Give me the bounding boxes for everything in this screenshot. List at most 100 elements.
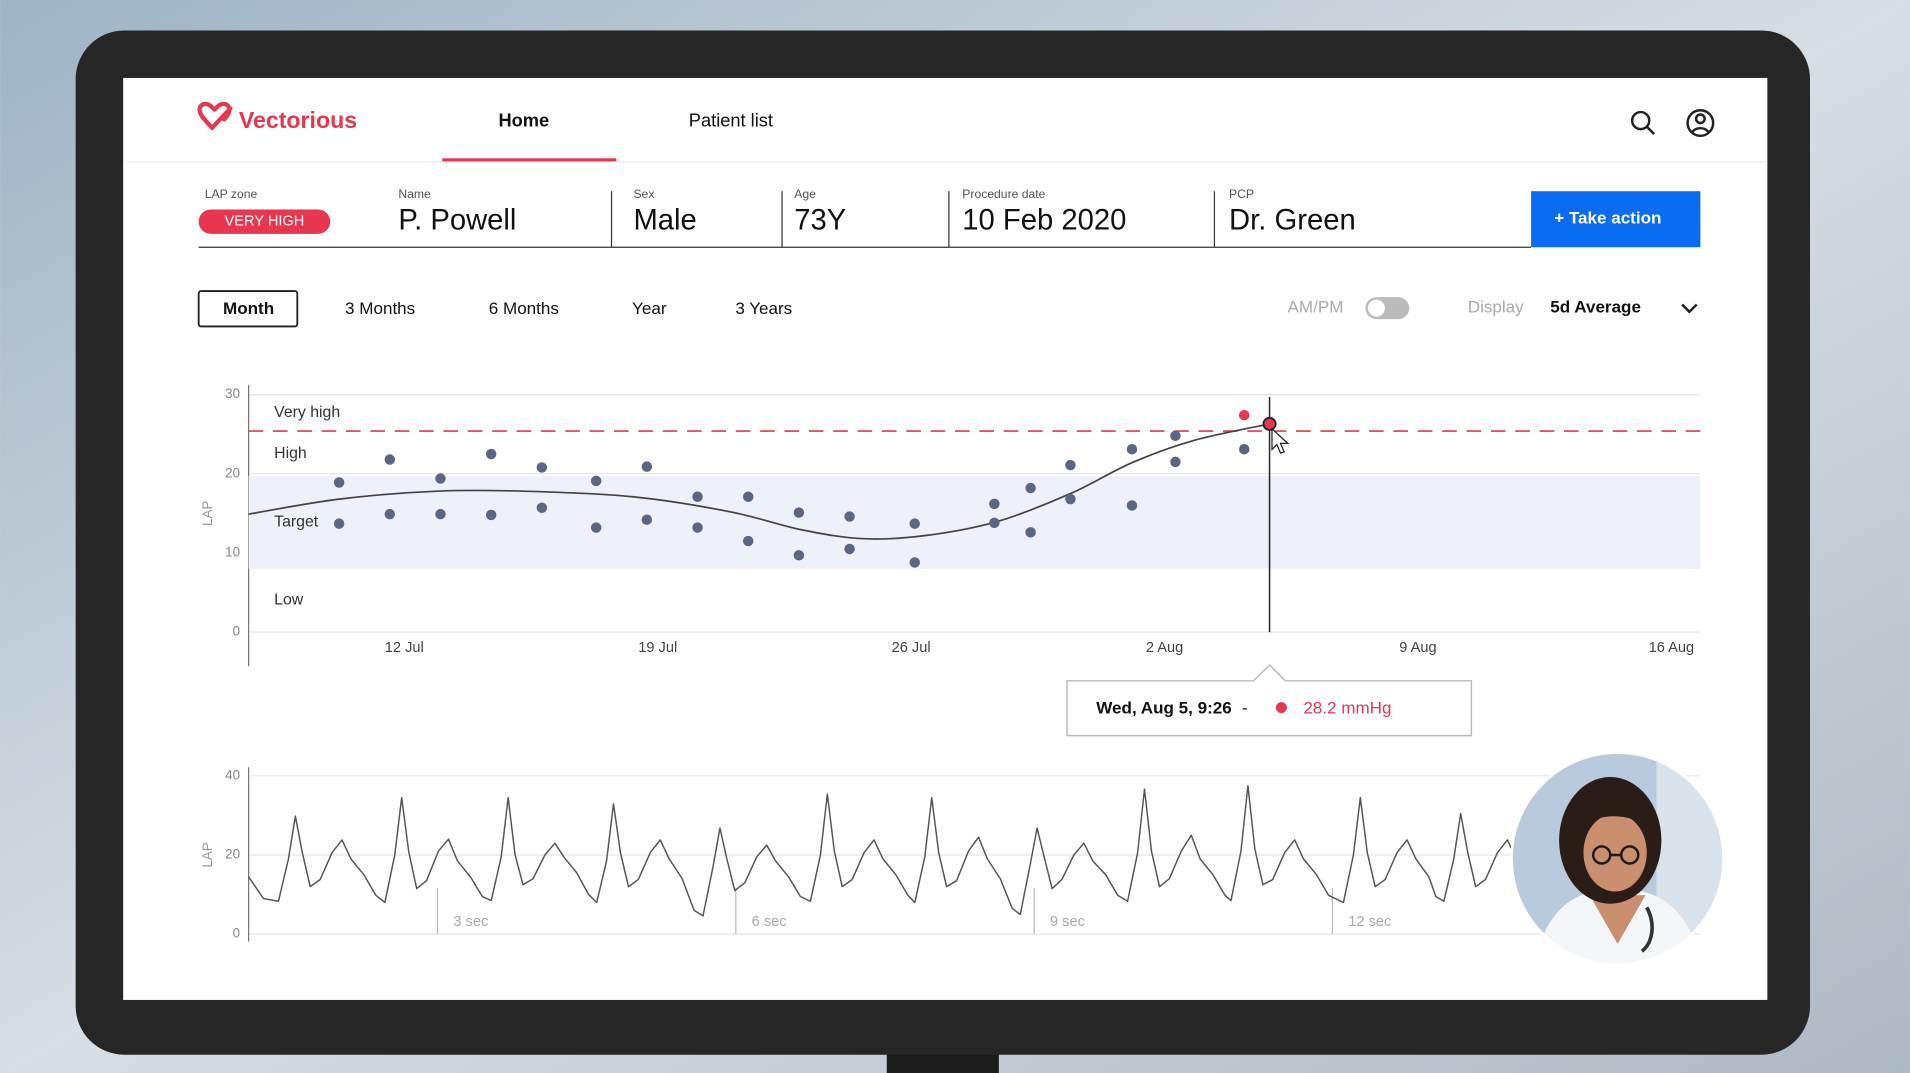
x-tick-label: 9 sec (1050, 914, 1085, 930)
reading-point (989, 498, 1000, 510)
reading-point (1025, 527, 1036, 538)
zone-badge (198, 209, 331, 234)
field-value: 73Y (794, 204, 846, 236)
tooltip-dot (1275, 702, 1287, 714)
reading-point (793, 507, 805, 518)
y-tick-label: 0 (233, 624, 240, 639)
x-tick-label: 9 Aug (1399, 640, 1436, 656)
y-tick-label: 20 (225, 847, 240, 862)
reading-point (1170, 456, 1181, 468)
field-label: Sex (633, 187, 654, 201)
reading-point (384, 508, 396, 520)
tooltip-reading: 28.2 mmHg (1303, 698, 1391, 717)
x-tick-label: 12 Jul (385, 640, 424, 656)
tooltip-separator: - (1242, 698, 1248, 717)
brand: Vectorious (239, 107, 357, 133)
reading-point (641, 514, 653, 525)
reading-point (909, 518, 920, 529)
field-value: P. Powell (398, 204, 516, 236)
reading-point (989, 517, 1000, 529)
y-axis-label: LAP (200, 501, 215, 526)
y-tick-label: 40 (225, 767, 240, 782)
tooltip-date: Wed, Aug 5, 9:26 (1096, 698, 1231, 717)
range-option[interactable]: Year (632, 299, 667, 318)
take-action-button[interactable] (1531, 191, 1701, 248)
zone-label: Very high (274, 404, 340, 421)
zone-badge-label: VERY HIGH (225, 214, 305, 230)
reading-point (844, 543, 855, 555)
display-label: Display (1468, 298, 1524, 317)
reading-point (435, 508, 446, 520)
field-label: LAP zone (205, 187, 258, 201)
y-tick-label: 30 (225, 386, 240, 401)
reading-point (590, 475, 602, 487)
reading-point (536, 462, 548, 473)
chart: 0 10 20 30 LAP Very high High Target Low 12 Jul 19… (200, 384, 1701, 737)
range-option[interactable]: 3 Months (345, 299, 415, 318)
display-dropdown[interactable] (1681, 303, 1698, 314)
display-value[interactable]: 5d Average (1550, 298, 1641, 317)
reading-point (333, 477, 345, 488)
y-axis-label: LAP (200, 842, 215, 867)
logo-mark (197, 101, 233, 131)
reading-point (1170, 430, 1181, 442)
reading-point (1238, 443, 1250, 455)
reading-point (742, 491, 754, 502)
chart: 0 20 40 LAP 3 sec 6 sec 9 sec 12 sec (200, 767, 1701, 942)
reading-point (742, 535, 754, 547)
reading-point (909, 557, 920, 568)
field-label: Procedure date (962, 187, 1045, 201)
reading-point (1025, 482, 1036, 494)
field-label: Name (398, 187, 431, 201)
x-tick-label: 2 Aug (1146, 640, 1183, 656)
zone-label: High (274, 445, 307, 462)
field-value: Male (633, 204, 696, 236)
reading-point (435, 473, 446, 484)
reading-point (384, 454, 396, 465)
y-tick-label: 20 (225, 465, 240, 480)
search-icon[interactable] (1630, 110, 1655, 135)
mouse-pointer (1271, 427, 1290, 454)
range-selected[interactable] (197, 290, 299, 328)
zone-label: Low (274, 592, 304, 609)
reading-point (844, 511, 855, 522)
reading-point (1065, 493, 1076, 505)
field-value: Dr. Green (1229, 204, 1356, 236)
reading-point (590, 522, 602, 533)
x-tick-label: 6 sec (752, 914, 787, 930)
pressure-waveform (247, 784, 1542, 917)
account-icon[interactable] (1686, 109, 1715, 138)
patient-info: LAP zone VERY HIGH Name P. Powell Sex Male Age… (198, 187, 1532, 248)
x-tick-label: 3 sec (453, 914, 488, 930)
take-action-label[interactable]: + Take action (1554, 209, 1661, 228)
range-option[interactable]: 6 Months (489, 299, 559, 318)
field-value: 10 Feb 2020 (962, 204, 1126, 236)
field-label: Age (794, 187, 816, 201)
tooltip-box (1066, 663, 1473, 737)
y-tick-label: 10 (225, 544, 240, 559)
range-option[interactable]: 3 Years (735, 299, 792, 318)
reading-point (1065, 459, 1076, 471)
flagged-point (1238, 409, 1250, 421)
ampm-toggle[interactable] (1365, 297, 1410, 320)
y-tick-label: 0 (233, 926, 240, 941)
reading-point (536, 502, 548, 514)
field-label: PCP (1229, 187, 1254, 201)
reading-point (692, 491, 703, 502)
zone-label: Target (274, 514, 319, 531)
range-option[interactable]: Month (223, 299, 274, 318)
ampm-label: AM/PM (1288, 298, 1344, 317)
reading-point (485, 448, 497, 460)
reading-point (692, 522, 703, 533)
logo[interactable]: Vectorious (197, 101, 358, 133)
reading-point (333, 518, 345, 529)
range-selector: Month 3 Months 6 Months Year 3 Years (197, 290, 792, 328)
reading-point (1126, 443, 1138, 455)
reading-point (793, 550, 805, 561)
reading-point (1126, 500, 1138, 511)
photo-border (1510, 751, 1725, 966)
nav-home[interactable]: Home (498, 110, 549, 131)
nav-patient-list[interactable]: Patient list (689, 110, 773, 131)
